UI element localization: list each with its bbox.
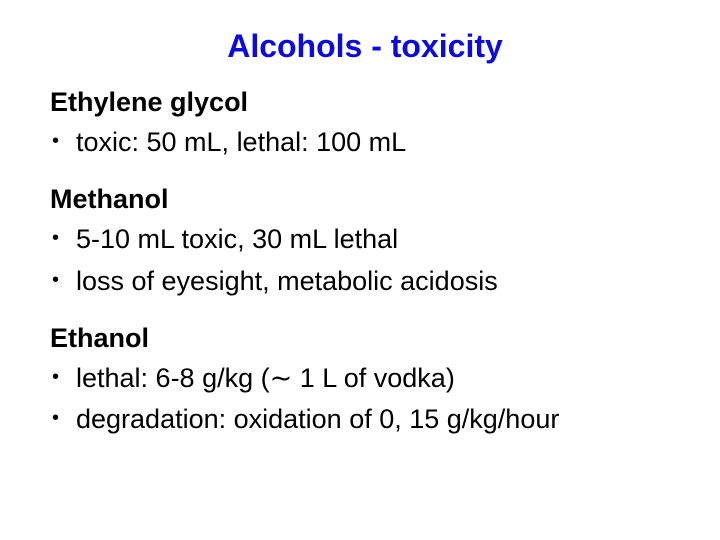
- section-methanol: Methanol 5-10 mL toxic, 30 mL lethal los…: [50, 184, 680, 303]
- slide-title: Alcohols - toxicity: [50, 28, 680, 65]
- slide: Alcohols - toxicity Ethylene glycol toxi…: [0, 0, 720, 540]
- bullet-list: lethal: 6-8 g/kg (∼ 1 L of vodka) degrad…: [50, 358, 680, 442]
- section-heading: Methanol: [50, 184, 680, 215]
- bullet-item: 5-10 mL toxic, 30 mL lethal: [50, 219, 680, 261]
- bullet-list: 5-10 mL toxic, 30 mL lethal loss of eyes…: [50, 219, 680, 303]
- section-heading: Ethanol: [50, 323, 680, 354]
- bullet-item: degradation: oxidation of 0, 15 g/kg/hou…: [50, 399, 680, 441]
- section-heading: Ethylene glycol: [50, 87, 680, 118]
- section-ethanol: Ethanol lethal: 6-8 g/kg (∼ 1 L of vodka…: [50, 323, 680, 442]
- section-ethylene-glycol: Ethylene glycol toxic: 50 mL, lethal: 10…: [50, 87, 680, 164]
- bullet-item: lethal: 6-8 g/kg (∼ 1 L of vodka): [50, 358, 680, 400]
- bullet-list: toxic: 50 mL, lethal: 100 mL: [50, 122, 680, 164]
- bullet-item: toxic: 50 mL, lethal: 100 mL: [50, 122, 680, 164]
- bullet-item: loss of eyesight, metabolic acidosis: [50, 261, 680, 303]
